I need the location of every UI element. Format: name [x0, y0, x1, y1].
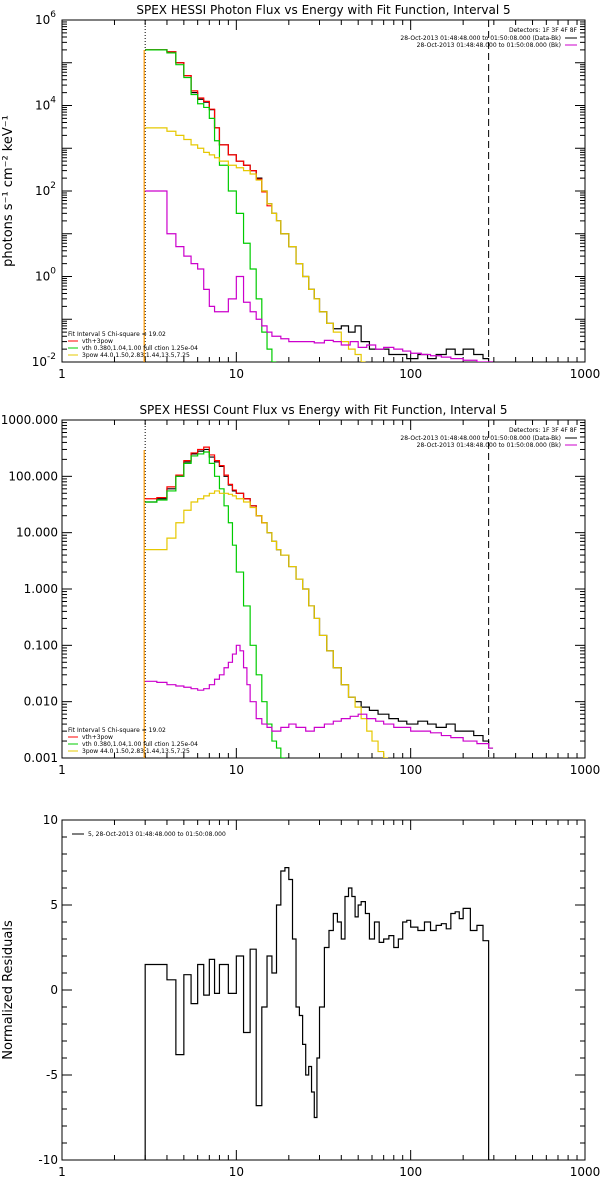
series-group	[144, 867, 494, 1160]
y-tick-label: 106	[35, 10, 56, 27]
series-line-bk	[145, 644, 494, 749]
x-tick-label: 100	[399, 367, 422, 381]
legend-entry-label: 28-Oct-2013 01:48:48.000 to 01:50:08.000…	[417, 442, 561, 449]
x-tick-label: 1000	[570, 367, 600, 381]
fit-legend-header: Fit Interval 5 Chi-square = 19.02	[68, 331, 166, 338]
y-tick-label: 10.000	[16, 526, 58, 540]
chart-title: SPEX HESSI Count Flux vs Energy with Fit…	[139, 403, 507, 417]
fit-legend-label: vth 0.380,1.04,1.00 full ction 1.25e-04	[82, 345, 198, 352]
y-tick-label: 0.010	[24, 695, 58, 709]
y-tick-label: 10-2	[32, 352, 56, 369]
y-tick-label: -10	[38, 1153, 58, 1167]
legend-entry-label: 28-Oct-2013 01:48:48.000 to 01:50:08.000…	[400, 35, 561, 42]
legend-header: Detectors: 1F 3F 4F 8F	[509, 27, 578, 34]
y-tick-label: 102	[35, 181, 56, 198]
chart-panel-3: 1 10 100 1000 -10 -5 0 5 10 Normalized Residuals 5…	[1, 813, 600, 1179]
y-tick-label: 1000.000	[1, 413, 58, 427]
x-tick-label: 1	[58, 367, 66, 381]
x-tick-label: 100	[399, 1165, 422, 1179]
y-tick-label: 100	[35, 267, 56, 284]
legend-label: 5, 28-Oct-2013 01:48:48.000 to 01:50:08.…	[88, 831, 226, 838]
series-group	[145, 49, 494, 362]
y-tick-label: 100.000	[8, 469, 58, 483]
x-tick-label: 10	[229, 763, 244, 777]
chart-panel-1: SPEX HESSI Photon Flux vs Energy with Fi…	[1, 3, 600, 381]
fit-legend-label: vth+3pow	[82, 338, 113, 345]
y-tick-label: 1.000	[24, 582, 58, 596]
x-tick-label: 10	[229, 367, 244, 381]
fit-legend-header: Fit Interval 5 Chi-square = 19.02	[68, 727, 166, 734]
x-tick-label: 100	[399, 763, 422, 777]
chart-panel-2: SPEX HESSI Count Flux vs Energy with Fit…	[1, 403, 600, 777]
y-tick-label: 104	[35, 96, 56, 113]
fit-legend-label: 3pow 44.0,1.50,2.83,1.44,13.5,7.25	[82, 748, 190, 755]
y-tick-label: 0	[50, 983, 58, 997]
series-group	[145, 446, 494, 758]
x-tick-label: 1000	[570, 763, 600, 777]
fit-legend-label: 3pow 44.0,1.50,2.83,1.44,13.5,7.25	[82, 352, 190, 359]
legend-header: Detectors: 1F 3F 4F 8F	[509, 427, 578, 434]
fit-legend-label: vth 0.380,1.04,1.00 full ction 1.25e-04	[82, 741, 198, 748]
series-line-3pow	[145, 127, 366, 362]
x-tick-label: 10	[229, 1165, 244, 1179]
chart-title: SPEX HESSI Photon Flux vs Energy with Fi…	[136, 3, 510, 17]
series-line-vth-3pow	[145, 446, 267, 524]
series-line-vth	[145, 451, 286, 758]
y-tick-label: 0.001	[24, 751, 58, 765]
y-tick-label: 10	[43, 813, 58, 827]
x-tick-label: 1	[58, 1165, 66, 1179]
series-line-bk	[145, 190, 494, 362]
y-tick-label: 5	[50, 898, 58, 912]
y-tick-label: 0.100	[24, 638, 58, 652]
series-line-vth	[145, 49, 277, 362]
y-axis-label: Normalized Residuals	[1, 920, 16, 1060]
fit-legend-label: vth+3pow	[82, 734, 113, 741]
series-line-5-28-oct-2013-01-48-48-000-to-01-50-08-000	[144, 867, 494, 1160]
legend-entry-label: 28-Oct-2013 01:48:48.000 to 01:50:08.000…	[417, 42, 561, 49]
y-axis-label: photons s⁻¹ cm⁻² keV⁻¹	[1, 115, 16, 267]
x-tick-label: 1000	[570, 1165, 600, 1179]
legend-entry-label: 28-Oct-2013 01:48:48.000 to 01:50:08.000…	[400, 435, 561, 442]
x-tick-label: 1	[58, 763, 66, 777]
y-tick-label: -5	[46, 1068, 58, 1082]
series-line-3pow	[145, 490, 389, 758]
